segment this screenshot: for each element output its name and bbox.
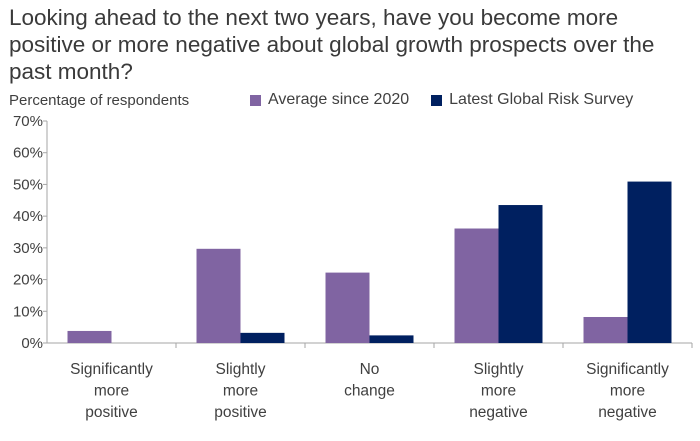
legend-item-average: Average since 2020 xyxy=(250,91,409,109)
y-axis-label: Percentage of respondents xyxy=(9,92,190,109)
bar-average xyxy=(196,248,241,343)
x-tick-label: Significantly more negative xyxy=(586,361,669,421)
chart-legend: Average since 2020 Latest Global Risk Su… xyxy=(250,91,655,109)
bar-latest xyxy=(240,332,285,343)
y-tick-label: 0% xyxy=(21,335,43,352)
legend-swatch-latest xyxy=(431,94,443,106)
chart-title: Looking ahead to the next two years, hav… xyxy=(9,5,655,84)
x-tick-label: Significantly more positive xyxy=(70,361,153,421)
x-tick-label: Slightly more negative xyxy=(469,361,528,421)
y-tick-label: 70% xyxy=(13,113,43,130)
legend-label-latest: Latest Global Risk Survey xyxy=(449,91,634,108)
bar-latest xyxy=(369,335,414,343)
legend-label-average: Average since 2020 xyxy=(268,91,410,108)
bar-average xyxy=(67,330,112,343)
bar-average xyxy=(583,316,628,343)
bar-latest xyxy=(498,205,543,343)
y-tick-label: 60% xyxy=(13,145,43,162)
x-tick-label: Slightly more positive xyxy=(214,361,267,421)
x-tick-label: No change xyxy=(344,361,395,400)
bar-latest xyxy=(627,181,672,343)
bar-average xyxy=(454,228,499,343)
y-tick-label: 50% xyxy=(13,176,43,193)
y-tick-label: 10% xyxy=(13,303,43,320)
legend-item-latest: Latest Global Risk Survey xyxy=(431,91,633,109)
y-tick-label: 20% xyxy=(13,272,43,289)
bar-average xyxy=(325,272,370,343)
legend-swatch-average xyxy=(250,94,261,106)
y-tick-label: 40% xyxy=(13,208,43,225)
y-tick-label: 30% xyxy=(13,240,43,257)
